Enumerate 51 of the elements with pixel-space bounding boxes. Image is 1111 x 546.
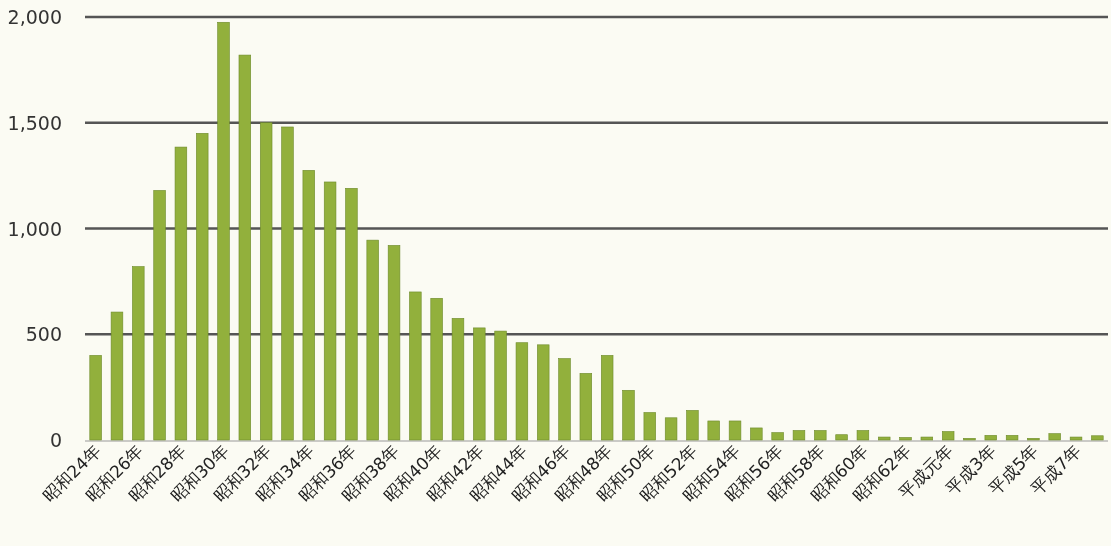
bar [792,430,806,441]
bar [473,327,486,441]
y-tick-label: 500 [25,323,62,346]
bar [1048,433,1061,441]
bar [579,373,592,441]
bar [558,358,571,441]
bar [89,355,102,441]
y-tick-label: 1,000 [7,217,62,240]
y-tick-label: 0 [49,429,62,451]
bar [302,170,315,441]
bar [494,330,507,441]
y-tick-label: 1,500 [7,111,62,134]
bar [686,410,699,441]
bar [835,434,848,441]
bar [622,390,635,441]
bar [1091,435,1104,441]
bar [132,266,145,441]
bar [643,412,656,441]
bar [771,432,784,441]
bar [984,435,997,441]
bar [345,188,358,441]
bar [707,420,720,441]
bar [537,344,550,441]
bar [750,427,763,441]
bar [430,298,443,441]
bar [899,437,912,441]
bar [942,431,955,441]
bar [238,54,251,441]
bar [814,430,827,441]
bar [1005,435,1019,441]
bar [366,239,379,441]
bar [515,342,529,441]
bar [1069,436,1083,441]
bar [110,311,124,441]
bar [323,181,337,441]
bar [856,430,870,441]
bar [153,190,166,441]
bar [281,126,294,441]
bar [451,318,465,441]
bar [600,355,614,441]
bar [387,245,401,441]
bar [260,122,273,441]
bar [174,146,188,441]
bar [664,417,678,441]
y-tick-label: 2,000 [7,6,62,28]
bar [878,436,891,441]
bar [409,291,422,441]
bar [728,420,742,441]
bar [196,133,209,441]
bar [920,436,933,441]
bar [217,21,230,441]
